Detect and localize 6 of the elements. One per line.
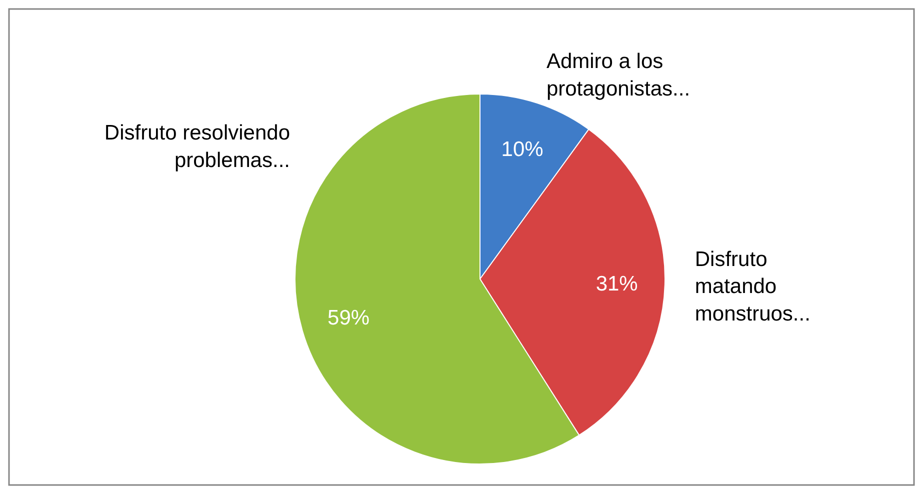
data-label: 31%	[596, 272, 638, 296]
data-label: 10%	[501, 138, 544, 162]
slice-label: Disfruto resolviendo problemas...	[104, 122, 290, 172]
slice-label: Admiro a los protagonistas...	[546, 50, 690, 101]
data-label: 59%	[328, 306, 370, 330]
slice-label: Disfruto matando monstruos...	[694, 248, 810, 326]
